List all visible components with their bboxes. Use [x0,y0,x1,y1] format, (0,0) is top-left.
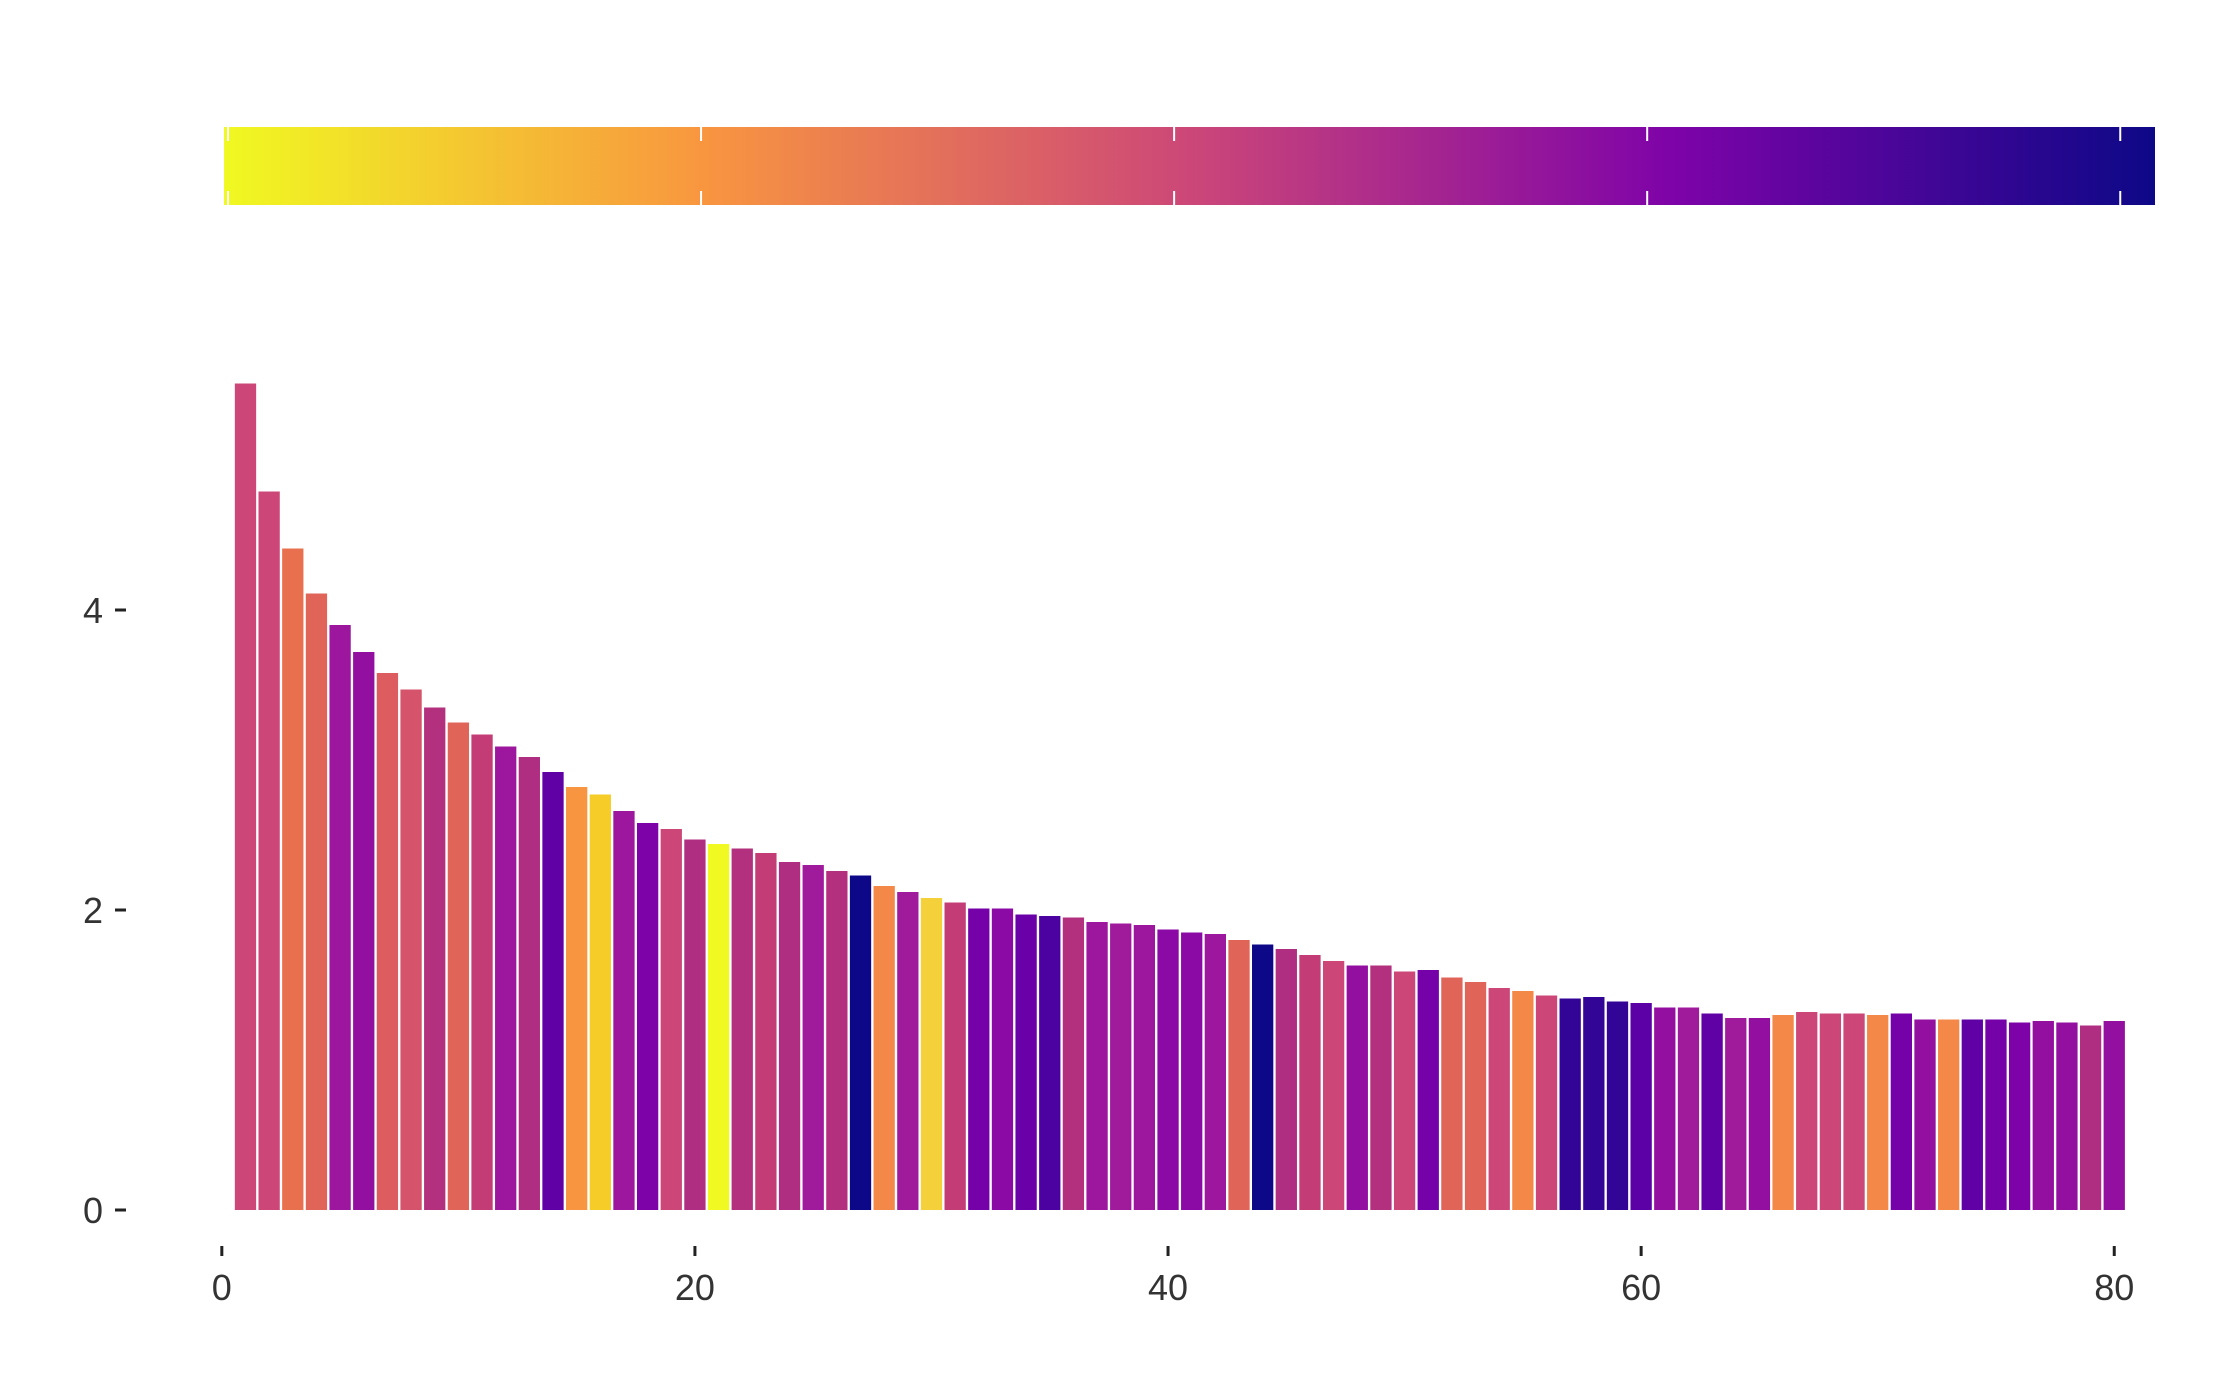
bar [2103,1021,2125,1210]
bar [1370,965,1392,1210]
bar [2079,1025,2102,1210]
x-tick-label: 40 [1148,1267,1188,1308]
bar [1228,940,1250,1210]
bar [1252,944,1274,1210]
bars [234,383,2125,1210]
bar [897,892,919,1210]
bar [376,673,399,1210]
bar [1299,955,1321,1210]
bar [447,722,470,1210]
colorbar [224,127,2155,205]
bar [1819,1013,1842,1210]
bar [1748,1018,1771,1210]
bar [944,902,966,1210]
bar [1086,922,1108,1210]
bar [424,707,446,1210]
x-tick-label: 60 [1621,1267,1661,1308]
bar [873,886,895,1210]
bar [731,848,753,1210]
bar [1275,949,1297,1210]
bar [305,593,328,1210]
bar [1393,971,1416,1210]
bar [1488,988,1510,1210]
bar [1039,916,1061,1210]
bar [1322,961,1345,1210]
bar [1204,934,1226,1210]
bar [1464,982,1487,1210]
bar [400,689,422,1210]
bar [1630,1003,1652,1210]
bar [1346,965,1368,1210]
bar [589,794,611,1210]
y-tick-label: 2 [83,890,103,931]
bar [282,548,304,1210]
bar [613,811,635,1210]
y-axis: 0 2 4 [83,590,126,1231]
bar [1512,991,1534,1210]
x-tick-label: 0 [212,1267,232,1308]
bar [1938,1019,1960,1210]
bar [1843,1013,1865,1210]
bar [1796,1012,1818,1210]
bar [258,491,280,1210]
bar [1654,1007,1676,1210]
bar [1535,995,1558,1210]
bar [968,908,990,1210]
bar [920,898,943,1210]
bar [2032,1021,2054,1210]
bar [2056,1022,2078,1210]
bar [1772,1015,1794,1210]
bar [707,844,730,1210]
bar [566,787,588,1210]
bar [802,865,824,1210]
y-tick-label: 4 [83,590,103,631]
x-tick-label: 20 [675,1267,715,1308]
bar [1701,1013,1723,1210]
bar [329,625,351,1210]
bar [755,853,777,1210]
bar [1110,923,1132,1210]
bar [1606,1001,1629,1210]
bar [1417,970,1439,1210]
bar [636,823,659,1210]
bar [1677,1007,1700,1210]
bar [1441,977,1463,1210]
bar [2008,1022,2031,1210]
bar [1890,1013,1912,1210]
bar [1559,998,1581,1210]
bar [1181,932,1203,1210]
bar [1985,1019,2007,1210]
bar [826,871,848,1210]
bar [353,652,375,1210]
bar [1062,917,1085,1210]
bar [234,383,257,1210]
bar [1583,997,1605,1210]
bar [518,757,540,1210]
bar [1867,1015,1889,1210]
bar [1157,929,1179,1210]
bar [1015,914,1037,1210]
bar [471,734,493,1210]
x-axis: 0 20 40 60 80 [212,1246,2134,1308]
bar [542,772,564,1210]
bar [1725,1018,1747,1210]
bar [1133,925,1156,1210]
bar [849,875,872,1210]
bar [778,862,801,1210]
bar [1961,1019,1983,1210]
bar [495,746,517,1210]
y-tick-label: 0 [83,1190,103,1231]
bar [684,839,706,1210]
colorbar-gradient-bar [224,127,2155,205]
bar [660,829,682,1210]
bar [991,908,1014,1210]
bar [1914,1019,1936,1210]
x-tick-label: 80 [2094,1267,2134,1308]
